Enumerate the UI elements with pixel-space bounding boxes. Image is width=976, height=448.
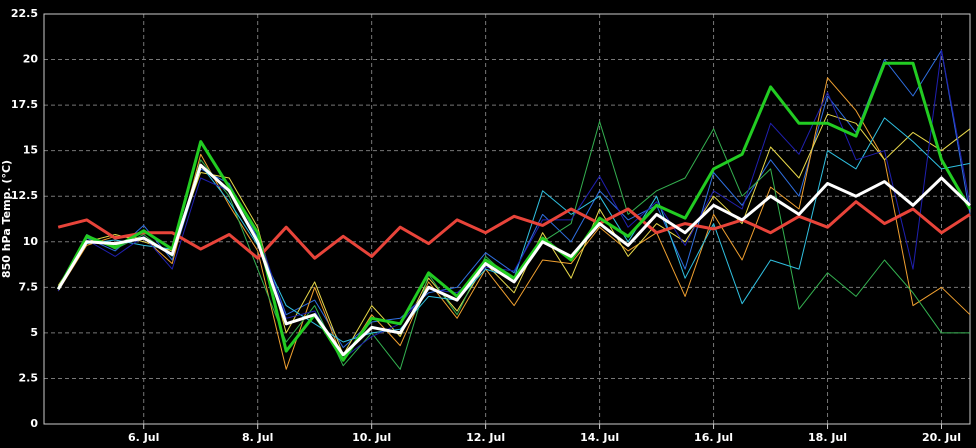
y-tick-label: 7.5	[19, 280, 39, 293]
x-tick-label: 12. Jul	[466, 431, 505, 444]
y-tick-label: 12.5	[11, 189, 38, 202]
x-tick-label: 8. Jul	[242, 431, 273, 444]
y-tick-label: 17.5	[11, 98, 38, 111]
x-tick-label: 18. Jul	[808, 431, 847, 444]
y-tick-label: 22.5	[11, 7, 38, 20]
series-line	[56, 61, 972, 362]
x-tick-label: 10. Jul	[352, 431, 391, 444]
y-tick-label: 15	[23, 144, 38, 157]
y-axis-label: 850 hPa Temp. (°C)	[0, 160, 13, 278]
x-tick-label: 14. Jul	[580, 431, 619, 444]
y-tick-label: 20	[23, 53, 39, 66]
y-tick-label: 2.5	[19, 371, 39, 384]
y-tick-label: 10	[23, 235, 39, 248]
series-line	[57, 200, 971, 260]
x-tick-label: 16. Jul	[694, 431, 733, 444]
plot-frame	[43, 13, 971, 425]
y-tick-label: 0	[30, 417, 38, 430]
series-line	[57, 49, 971, 359]
x-tick-label: 6. Jul	[128, 431, 159, 444]
y-tick-label: 5	[30, 326, 38, 339]
series-line	[56, 163, 972, 357]
x-tick-label: 20. Jul	[922, 431, 961, 444]
